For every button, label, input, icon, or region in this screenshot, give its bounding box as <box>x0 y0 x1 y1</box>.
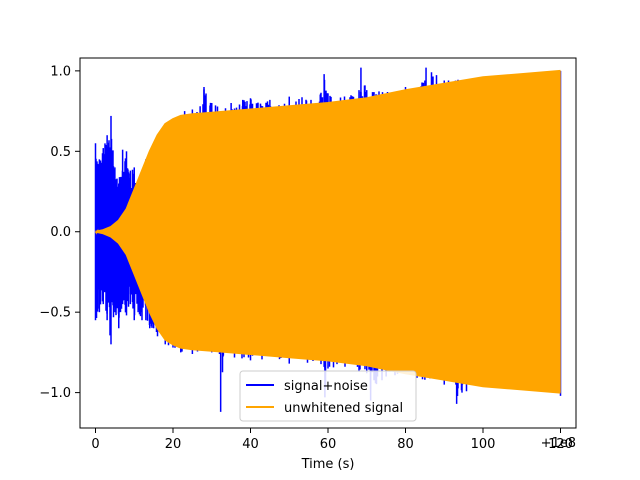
x-tick-label: 100 <box>471 437 496 452</box>
y-tick-label: 0.5 <box>50 145 71 160</box>
y-axis-ticks: −1.0 −0.5 0.0 0.5 1.0 <box>39 64 80 401</box>
plot-area <box>94 67 562 412</box>
series-upper-envelope <box>95 69 561 233</box>
y-tick-label: 1.0 <box>50 64 71 79</box>
x-tick-label: 0 <box>91 437 99 452</box>
legend-label-unwhitened-signal: unwhitened signal <box>284 401 403 416</box>
x-tick-label: 80 <box>397 437 414 452</box>
series-line-unwhitened-signal <box>95 70 561 393</box>
legend-box <box>239 370 417 422</box>
series-lower-envelope <box>95 230 561 394</box>
x-tick-label: 60 <box>320 437 337 452</box>
x-tick-label: 120 <box>548 437 573 452</box>
x-tick-label: 20 <box>165 437 182 452</box>
y-tick-label: 0.0 <box>50 225 71 240</box>
x-axis-label: Time (s) <box>301 457 355 472</box>
y-tick-label: −1.0 <box>39 386 71 401</box>
legend-label-signal-noise: signal+noise <box>284 379 368 394</box>
y-tick-label: −0.5 <box>39 306 71 321</box>
series-layer <box>94 67 562 412</box>
x-axis-ticks: 0 20 40 60 80 100 120 <box>91 428 573 452</box>
x-axis-offset-label: +1e8 <box>541 436 576 451</box>
legend: signal+noise unwhitened signal <box>239 370 417 422</box>
x-tick-label: 40 <box>242 437 259 452</box>
